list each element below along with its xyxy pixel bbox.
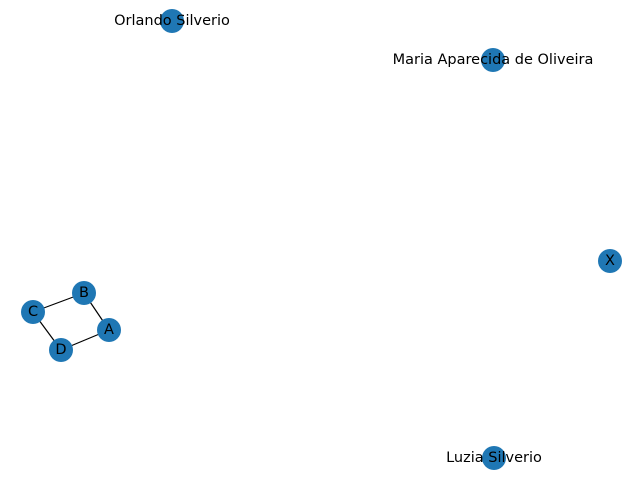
node-label-x: X (605, 253, 615, 269)
node-label-maria: Maria Aparecida de Oliveira (393, 52, 594, 68)
node-a (97, 318, 121, 342)
node-b (72, 281, 96, 305)
node-orlando (160, 9, 184, 33)
node-luzia (482, 446, 506, 470)
nodes-layer (21, 9, 622, 470)
node-x (598, 249, 622, 273)
node-label-orlando: Orlando Silverio (114, 13, 230, 29)
node-label-b: B (79, 285, 89, 301)
edges-layer (32, 292, 110, 351)
node-maria (481, 48, 505, 72)
node-label-a: A (104, 322, 114, 338)
node-d (49, 338, 73, 362)
node-label-luzia: Luzia Silverio (446, 450, 542, 466)
node-label-c: C (28, 304, 38, 320)
labels-layer: Orlando Silverio Maria Aparecida de Olive… (28, 13, 615, 466)
node-label-d: D (55, 342, 66, 358)
node-c (21, 300, 45, 324)
